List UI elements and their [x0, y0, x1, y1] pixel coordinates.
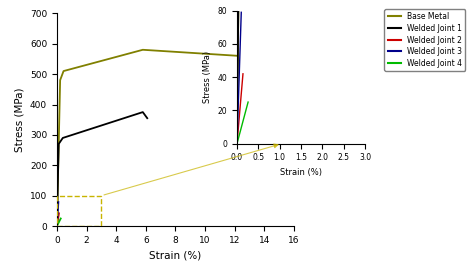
Y-axis label: Stress (MPa): Stress (MPa) [203, 51, 212, 103]
X-axis label: Strain (%): Strain (%) [280, 168, 322, 177]
Bar [57, 196, 101, 226]
X-axis label: Strain (%): Strain (%) [149, 250, 201, 260]
Legend: Base Metal, Welded Joint 1, Welded Joint 2, Welded Joint 3, Welded Joint 4: Base Metal, Welded Joint 1, Welded Joint… [384, 9, 465, 71]
Y-axis label: Stress (MPa): Stress (MPa) [14, 88, 24, 152]
